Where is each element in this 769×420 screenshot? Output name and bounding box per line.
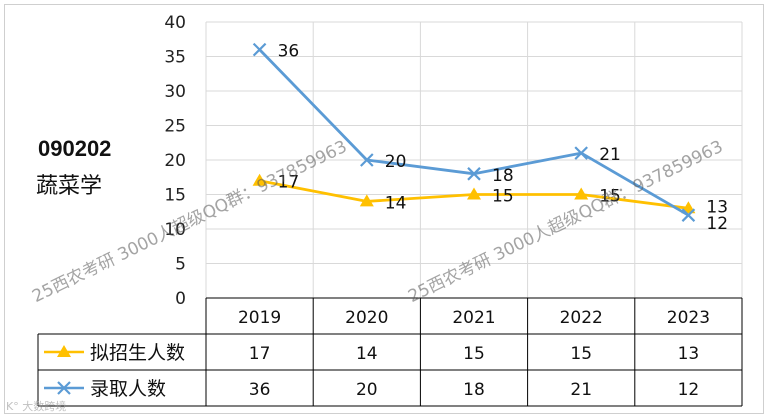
- table-cell-value: 14: [356, 344, 378, 364]
- program-subject: 蔬菜学: [36, 174, 103, 199]
- chart-frame: [4, 4, 764, 414]
- table-cell-value: 13: [678, 344, 700, 364]
- data-label: 15: [599, 187, 621, 207]
- data-label: 13: [706, 197, 728, 217]
- data-label: 14: [385, 193, 407, 213]
- y-tick-label: 10: [164, 220, 186, 240]
- table-cell-value: 15: [570, 344, 592, 364]
- data-label: 17: [278, 173, 300, 193]
- y-tick-label: 5: [175, 255, 186, 275]
- data-point-x: [360, 153, 374, 167]
- table-cell-value: 21: [570, 380, 592, 400]
- legend-marker-x: [57, 381, 71, 395]
- table-cell-value: 12: [678, 380, 700, 400]
- table-cell-value: 36: [249, 380, 271, 400]
- table-cell-value: 15: [463, 344, 485, 364]
- y-tick-label: 0: [175, 289, 186, 309]
- x-tick-label: 2022: [560, 308, 603, 328]
- data-point-x: [574, 146, 588, 160]
- legend-label: 拟招生人数: [90, 342, 185, 364]
- data-label: 20: [385, 152, 407, 172]
- x-tick-label: 2019: [238, 308, 281, 328]
- y-tick-label: 40: [164, 13, 186, 33]
- data-point-x: [252, 42, 267, 57]
- data-point-triangle: [574, 187, 589, 200]
- corner-watermark: K° 大数跨境: [6, 400, 67, 413]
- data-point-triangle: [467, 187, 481, 200]
- y-tick-label: 25: [164, 117, 186, 137]
- table-cell-value: 18: [463, 380, 485, 400]
- data-label: 18: [492, 166, 514, 186]
- data-label: 21: [599, 145, 621, 165]
- y-tick-label: 30: [164, 82, 186, 102]
- legend-label: 录取人数: [90, 378, 166, 400]
- legend-marker-triangle: [57, 345, 71, 357]
- data-label: 15: [492, 187, 514, 207]
- data-label: 12: [706, 214, 728, 234]
- table-cell-value: 20: [356, 380, 378, 400]
- y-tick-label: 15: [164, 186, 186, 206]
- y-tick-label: 20: [164, 151, 186, 171]
- program-code: 090202: [38, 136, 112, 161]
- data-label: 36: [278, 42, 300, 62]
- table-cell-value: 17: [249, 344, 271, 364]
- data-point-triangle: [359, 194, 374, 207]
- x-tick-label: 2020: [345, 308, 388, 328]
- data-point-triangle: [252, 173, 267, 186]
- data-point-x: [681, 208, 696, 222]
- y-tick-label: 35: [164, 48, 186, 68]
- x-tick-label: 2023: [667, 308, 710, 328]
- x-tick-label: 2021: [452, 308, 495, 328]
- data-point-x: [467, 167, 481, 181]
